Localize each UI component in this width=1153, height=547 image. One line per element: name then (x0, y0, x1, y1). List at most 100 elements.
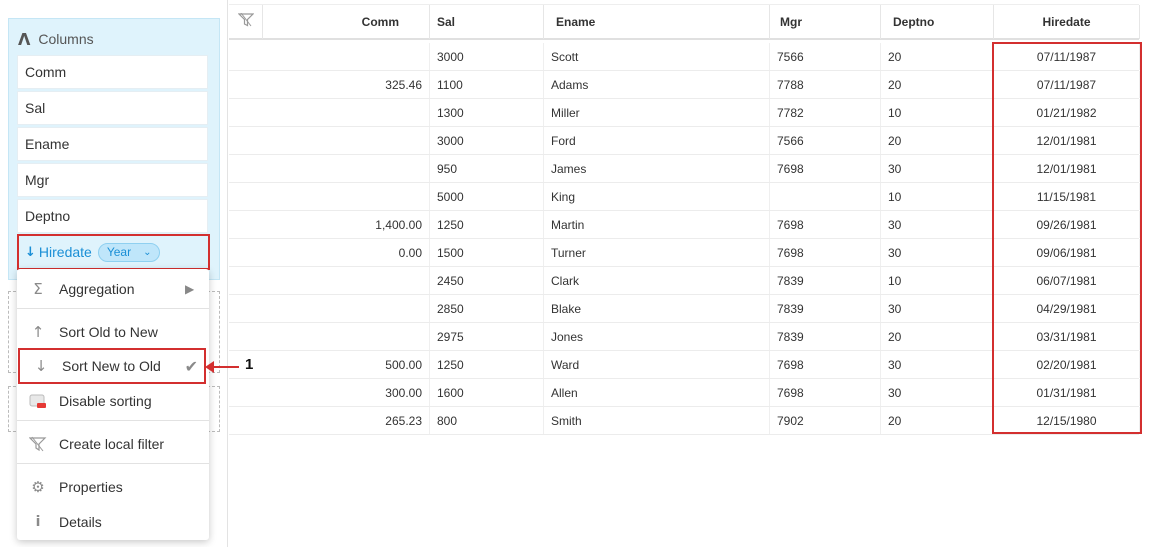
cell-deptno: 30 (881, 351, 994, 378)
cell-mgr: 7566 (770, 43, 881, 70)
arrow-up-icon: ↑ (31, 323, 45, 341)
menu-divider (17, 420, 209, 421)
menu-item-sort-new-to-old[interactable]: ↓ Sort New to Old ✔ (18, 348, 206, 384)
table-row[interactable]: 3000 Ford 7566 20 12/01/1981 (229, 127, 1140, 155)
header-comm[interactable]: Comm (263, 5, 430, 39)
table-row[interactable]: 265.23 800 Smith 7902 20 12/15/1980 (229, 407, 1140, 435)
cell-hiredate: 07/11/1987 (994, 43, 1140, 70)
menu-divider (17, 463, 209, 464)
cell-comm (229, 43, 430, 70)
cell-ename: Smith (544, 407, 770, 434)
column-item-label: Comm (25, 64, 67, 80)
menu-item-label: Sort New to Old (62, 358, 161, 374)
cell-hiredate: 04/29/1981 (994, 295, 1140, 322)
column-item-sal[interactable]: Sal (17, 91, 208, 125)
cell-comm (229, 183, 430, 210)
cell-hiredate: 09/26/1981 (994, 211, 1140, 238)
cell-comm: 0.00 (229, 239, 430, 266)
cell-comm (229, 127, 430, 154)
cell-hiredate: 09/06/1981 (994, 239, 1140, 266)
cell-ename: King (544, 183, 770, 210)
table-row[interactable]: 1,400.00 1250 Martin 7698 30 09/26/1981 (229, 211, 1140, 239)
cell-deptno: 10 (881, 267, 994, 294)
callout-number: 1 (245, 356, 254, 373)
cell-ename: James (544, 155, 770, 182)
menu-item-aggregation[interactable]: Σ Aggregation ▶ (17, 272, 209, 306)
cell-ename: Adams (544, 71, 770, 98)
cell-sal: 1300 (430, 99, 544, 126)
menu-divider (17, 308, 209, 309)
cell-hiredate: 12/01/1981 (994, 155, 1140, 182)
column-item-comm[interactable]: Comm (17, 55, 208, 89)
cell-mgr: 7788 (770, 71, 881, 98)
table-row[interactable]: 2850 Blake 7839 30 04/29/1981 (229, 295, 1140, 323)
cell-sal: 3000 (430, 127, 544, 154)
grid-filter-button[interactable] (229, 5, 263, 39)
header-ename[interactable]: Ename (544, 5, 770, 39)
cell-deptno: 30 (881, 155, 994, 182)
callout-arrowhead (205, 361, 214, 373)
table-row[interactable]: 500.00 1250 Ward 7698 30 02/20/1981 (229, 351, 1140, 379)
cell-deptno: 30 (881, 211, 994, 238)
cell-sal: 2850 (430, 295, 544, 322)
cell-comm (229, 323, 430, 350)
table-row[interactable]: 0.00 1500 Turner 7698 30 09/06/1981 (229, 239, 1140, 267)
table-row[interactable]: 1300 Miller 7782 10 01/21/1982 (229, 99, 1140, 127)
cell-comm (229, 99, 430, 126)
callout-line (209, 366, 239, 368)
menu-item-properties[interactable]: ⚙ Properties (17, 470, 209, 504)
filter-icon (237, 12, 254, 31)
chevron-down-icon: ⌄ (143, 246, 152, 258)
year-chip[interactable]: Year ⌄ (97, 242, 161, 262)
cell-comm (229, 295, 430, 322)
cell-mgr: 7698 (770, 239, 881, 266)
cell-mgr: 7902 (770, 407, 881, 434)
menu-item-details[interactable]: i Details (17, 505, 209, 539)
hiredate-label: Hiredate (38, 244, 92, 260)
column-item-ename[interactable]: Ename (17, 127, 208, 161)
menu-item-label: Sort Old to New (59, 324, 158, 340)
cell-mgr: 7782 (770, 99, 881, 126)
cell-sal: 5000 (430, 183, 544, 210)
header-mgr[interactable]: Mgr (770, 5, 881, 39)
gear-icon: ⚙ (31, 478, 45, 496)
table-row[interactable]: 2450 Clark 7839 10 06/07/1981 (229, 267, 1140, 295)
column-item-hiredate[interactable]: ↓ Hiredate Year ⌄ (17, 234, 210, 270)
menu-item-label: Create local filter (59, 436, 165, 452)
table-row[interactable]: 3000 Scott 7566 20 07/11/1987 (229, 43, 1140, 71)
cell-comm: 265.23 (229, 407, 430, 434)
column-item-mgr[interactable]: Mgr (17, 163, 208, 197)
cell-sal: 950 (430, 155, 544, 182)
menu-item-disable-sorting[interactable]: Disable sorting (17, 384, 209, 418)
caret-up-icon: ᐱ (18, 29, 31, 49)
year-chip-label: Year (106, 245, 132, 259)
columns-header-label: Columns (38, 31, 94, 47)
cell-comm: 500.00 (229, 351, 430, 378)
table-row[interactable]: 325.46 1100 Adams 7788 20 07/11/1987 (229, 71, 1140, 99)
columns-header[interactable]: ᐱ Columns (18, 29, 94, 49)
cell-mgr (770, 183, 881, 210)
checkmark-icon: ✔ (184, 356, 198, 376)
cell-ename: Miller (544, 99, 770, 126)
header-hiredate[interactable]: Hiredate (994, 5, 1140, 39)
header-deptno[interactable]: Deptno (881, 5, 994, 39)
table-row[interactable]: 2975 Jones 7839 20 03/31/1981 (229, 323, 1140, 351)
info-icon: i (35, 514, 41, 530)
cell-deptno: 20 (881, 323, 994, 350)
cell-ename: Allen (544, 379, 770, 406)
cell-hiredate: 01/31/1981 (994, 379, 1140, 406)
cell-ename: Blake (544, 295, 770, 322)
menu-item-sort-old-to-new[interactable]: ↑ Sort Old to New (17, 315, 209, 349)
cell-mgr: 7698 (770, 211, 881, 238)
cell-sal: 1100 (430, 71, 544, 98)
header-sal[interactable]: Sal (430, 5, 544, 39)
menu-item-label: Details (59, 514, 102, 530)
table-row[interactable]: 950 James 7698 30 12/01/1981 (229, 155, 1140, 183)
column-item-deptno[interactable]: Deptno (17, 199, 208, 233)
cell-hiredate: 11/15/1981 (994, 183, 1140, 210)
cell-hiredate: 12/01/1981 (994, 127, 1140, 154)
table-row[interactable]: 300.00 1600 Allen 7698 30 01/31/1981 (229, 379, 1140, 407)
cell-hiredate: 01/21/1982 (994, 99, 1140, 126)
menu-item-create-local-filter[interactable]: Create local filter (17, 427, 209, 461)
cell-mgr: 7566 (770, 127, 881, 154)
